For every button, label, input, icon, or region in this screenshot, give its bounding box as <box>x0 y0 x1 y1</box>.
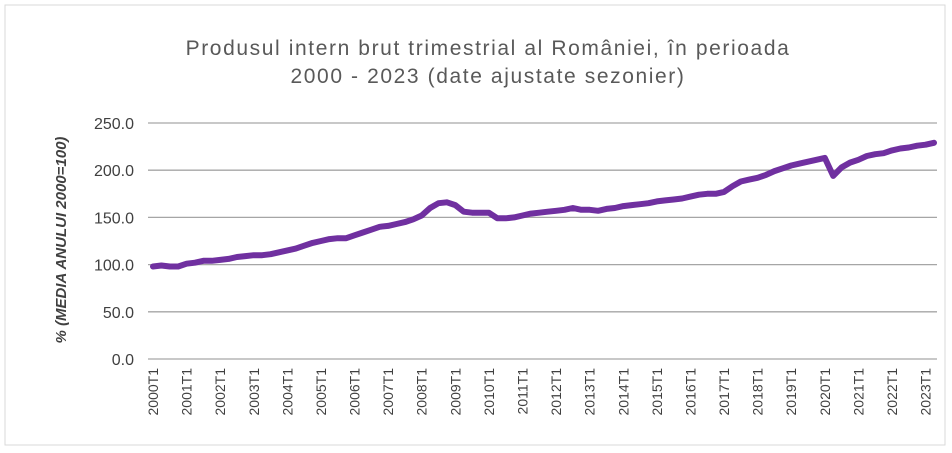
y-tick-label: 150.0 <box>94 210 134 227</box>
chart-frame <box>4 4 946 446</box>
x-tick-label: 2011T1 <box>515 368 531 415</box>
x-tick-label: 2012T1 <box>548 368 564 416</box>
data-line <box>150 139 937 270</box>
x-tick-label: 2002T1 <box>212 368 228 416</box>
x-tick-label: 2004T1 <box>279 368 295 416</box>
x-tick-label: 2016T1 <box>682 368 698 416</box>
x-tick-label: 2021T1 <box>850 368 866 416</box>
chart-title: Produsul intern brut trimestrial al Româ… <box>186 37 791 60</box>
x-tick-label: 2008T1 <box>414 368 430 416</box>
y-tick-label: 200.0 <box>94 163 134 180</box>
x-tick-label: 2014T1 <box>615 368 631 416</box>
x-tick-label: 2018T1 <box>750 368 766 416</box>
x-tick-label: 2022T1 <box>884 368 900 416</box>
x-tick-label: 2001T1 <box>179 368 195 416</box>
y-tick-label: 250.0 <box>94 116 134 133</box>
x-tick-label: 2013T1 <box>582 368 598 416</box>
x-tick-label: 2023T1 <box>918 368 934 416</box>
x-tick-label: 2005T1 <box>313 368 329 416</box>
y-tick-label: 100.0 <box>94 258 134 275</box>
y-tick-label: 50.0 <box>103 305 134 322</box>
x-tick-label: 2006T1 <box>347 368 363 416</box>
x-tick-label: 2010T1 <box>481 368 497 416</box>
y-tick-label: 0.0 <box>112 352 134 369</box>
x-tick-label: 2007T1 <box>380 368 396 416</box>
chart-title: 2000 - 2023 (date ajustate sezonier) <box>291 65 686 88</box>
x-tick-label: 2017T1 <box>716 368 732 416</box>
x-tick-label: 2009T1 <box>447 368 463 416</box>
x-tick-label: 2000T1 <box>145 368 161 416</box>
x-tick-label: 2020T1 <box>817 368 833 416</box>
x-tick-label: 2003T1 <box>246 368 262 416</box>
x-tick-label: 2015T1 <box>649 368 665 416</box>
x-tick-label: 2019T1 <box>783 368 799 416</box>
y-axis-label: % (MEDIA ANULUI 2000=100) <box>53 137 70 344</box>
